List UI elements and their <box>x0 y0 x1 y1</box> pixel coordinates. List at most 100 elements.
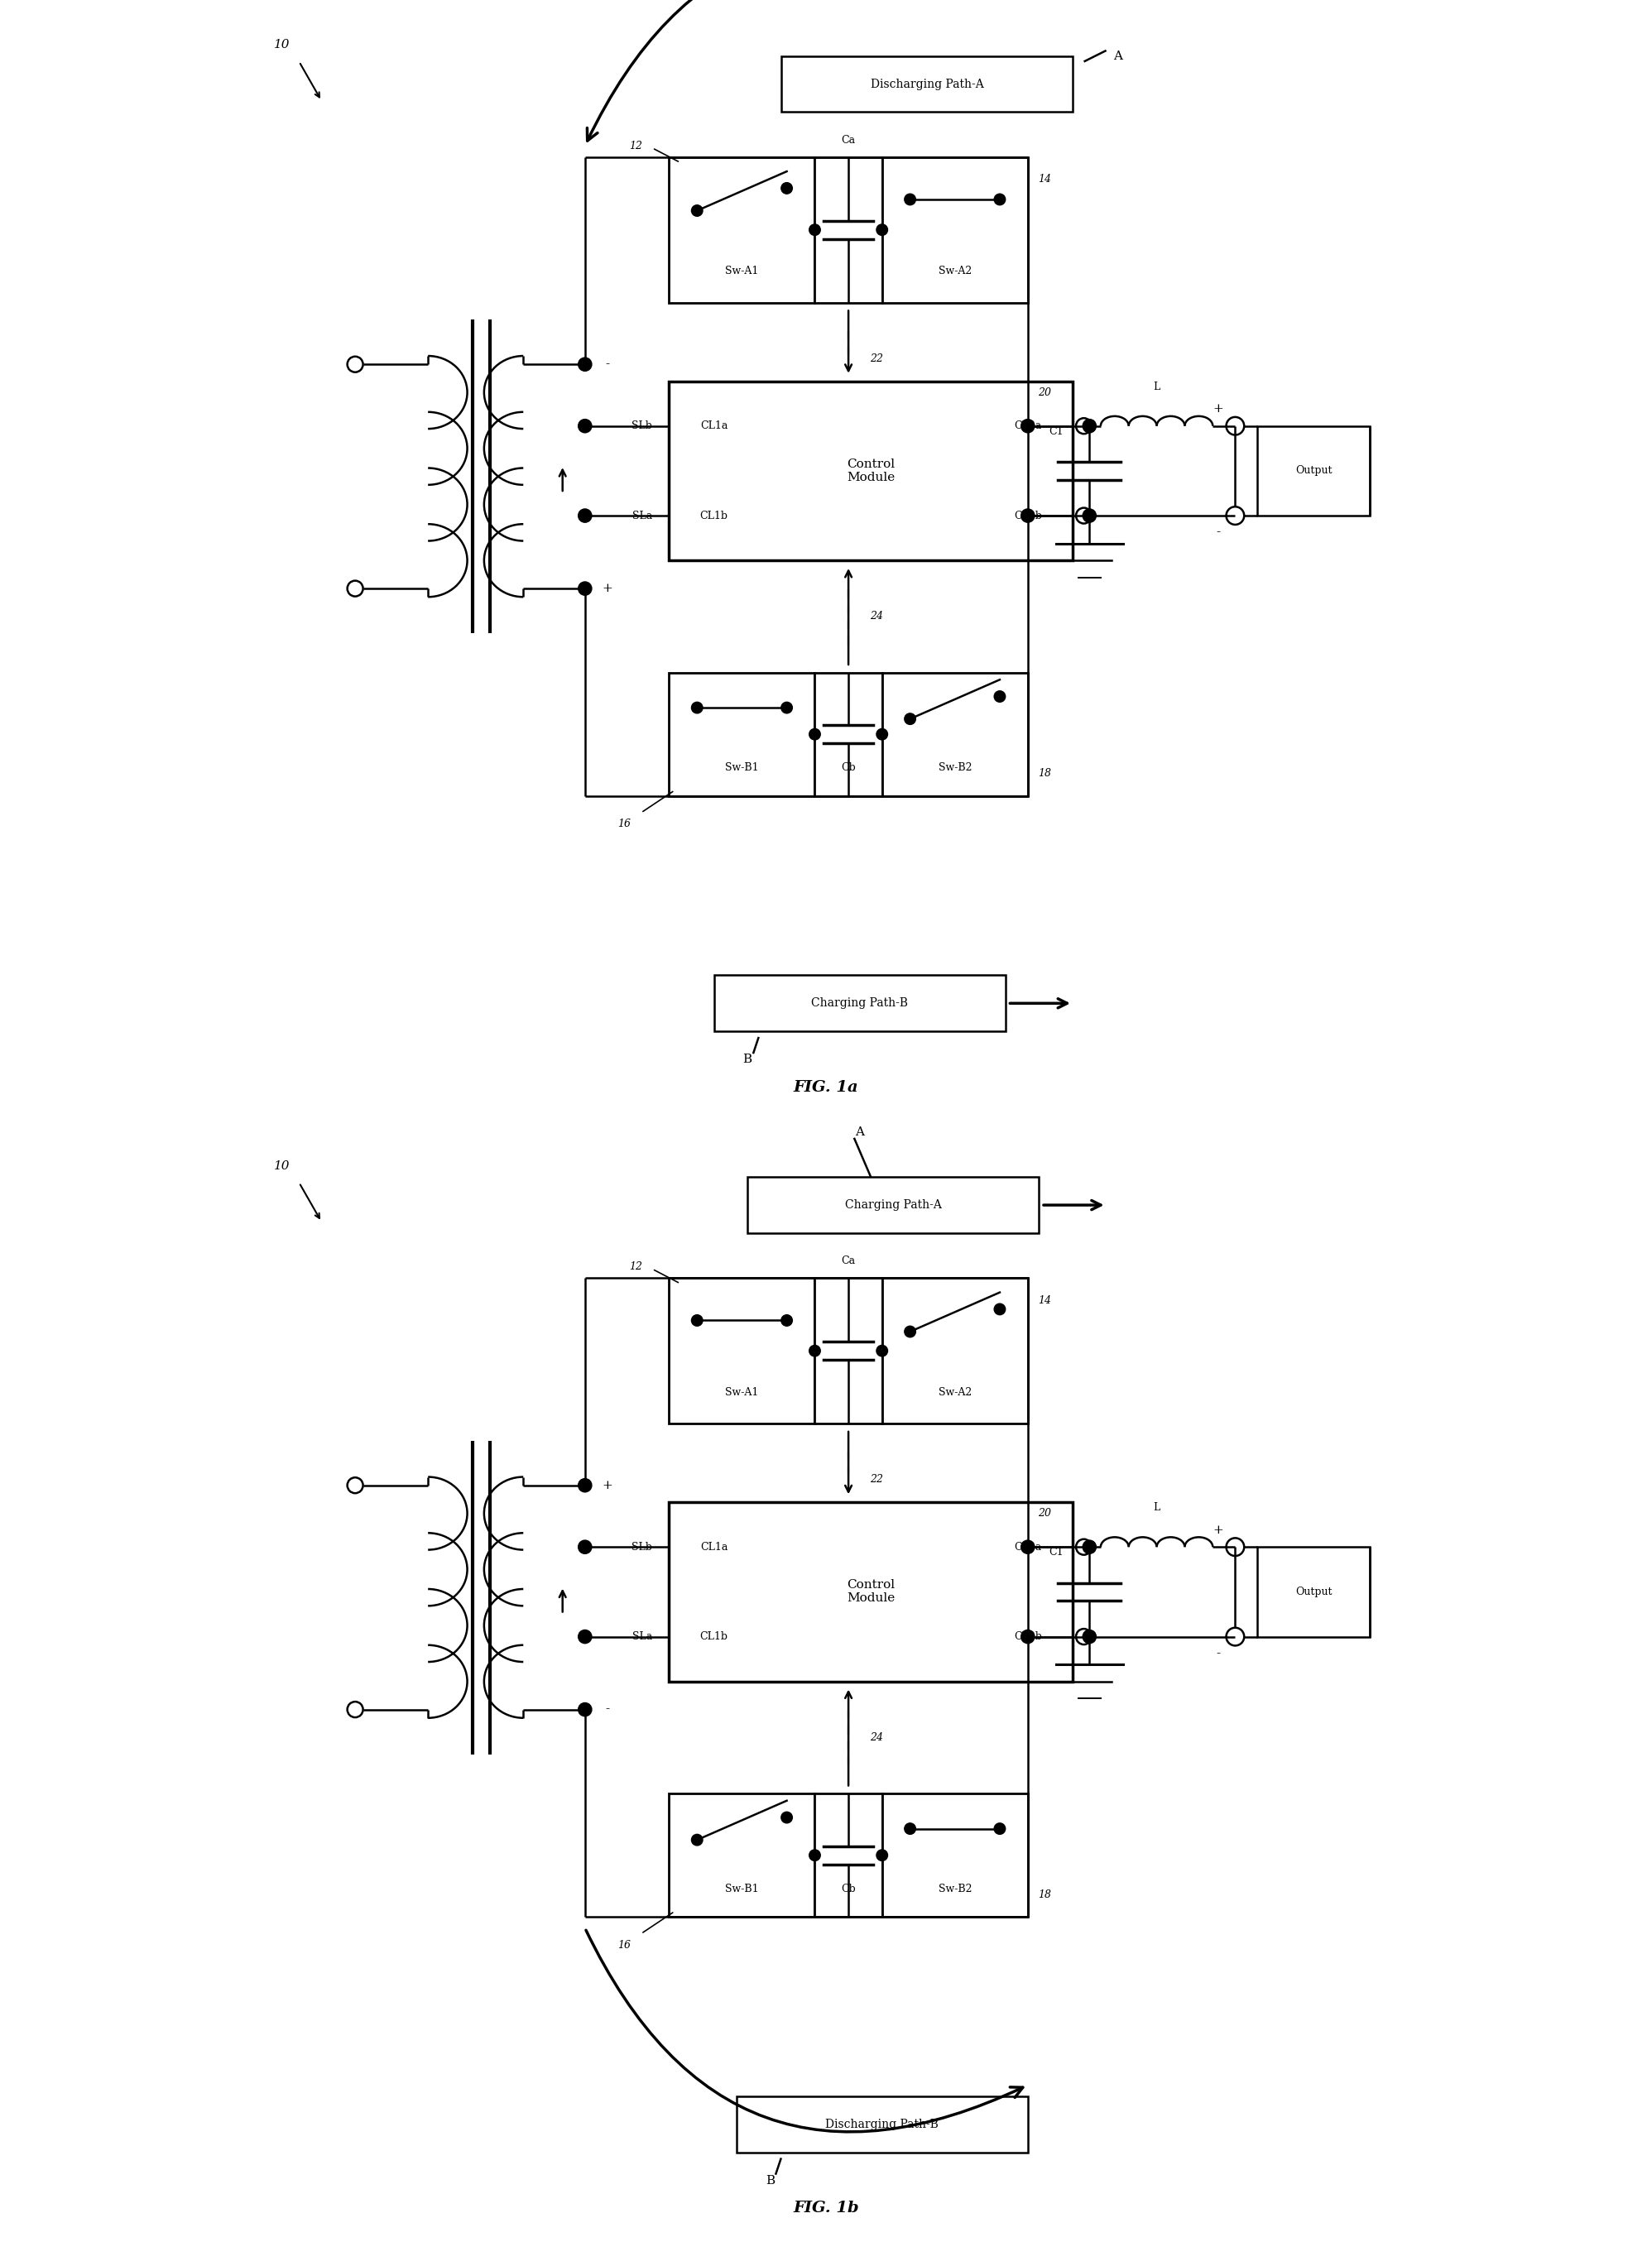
Bar <box>814 157 882 303</box>
Circle shape <box>781 182 793 193</box>
Bar <box>1257 426 1370 516</box>
Text: Ca: Ca <box>841 1256 856 1267</box>
Text: CL1a: CL1a <box>700 1542 727 1551</box>
Bar <box>882 157 1028 303</box>
Text: Control
Module: Control Module <box>847 1578 895 1605</box>
Circle shape <box>809 224 821 235</box>
Circle shape <box>905 1325 915 1336</box>
Bar <box>714 975 1006 1031</box>
Bar <box>669 157 814 303</box>
Circle shape <box>578 1704 591 1717</box>
Text: B: B <box>743 1054 752 1065</box>
Text: Charging Path-B: Charging Path-B <box>811 998 909 1009</box>
Circle shape <box>1021 419 1034 433</box>
Text: CL1a: CL1a <box>700 421 727 430</box>
Circle shape <box>578 509 591 522</box>
Text: Cb: Cb <box>841 762 856 773</box>
Circle shape <box>1021 509 1034 522</box>
Circle shape <box>809 729 821 740</box>
Bar <box>737 2096 1028 2152</box>
Text: Sw-B1: Sw-B1 <box>725 762 758 773</box>
Text: 12: 12 <box>629 1262 643 1271</box>
Circle shape <box>905 1823 915 1834</box>
Circle shape <box>905 713 915 724</box>
Circle shape <box>995 691 1006 702</box>
Text: 20: 20 <box>1037 1509 1051 1518</box>
Text: B: B <box>765 2175 775 2186</box>
Circle shape <box>877 729 887 740</box>
Bar <box>669 1502 1072 1682</box>
Circle shape <box>1021 1540 1034 1554</box>
Bar <box>669 381 1072 560</box>
Circle shape <box>578 419 591 433</box>
Text: 22: 22 <box>871 354 884 363</box>
Text: Sw-A1: Sw-A1 <box>725 267 758 276</box>
Circle shape <box>877 1850 887 1861</box>
Text: Sw-A2: Sw-A2 <box>938 1388 971 1397</box>
Circle shape <box>1021 1630 1034 1643</box>
Circle shape <box>692 204 702 215</box>
Circle shape <box>905 193 915 204</box>
Circle shape <box>781 1812 793 1823</box>
Text: 24: 24 <box>871 612 884 621</box>
Circle shape <box>809 1345 821 1356</box>
Text: 24: 24 <box>871 1733 884 1742</box>
Circle shape <box>1082 509 1097 522</box>
Text: -: - <box>605 359 610 370</box>
Bar <box>781 56 1072 112</box>
Text: 10: 10 <box>274 38 291 52</box>
Circle shape <box>809 1850 821 1861</box>
Circle shape <box>692 1314 702 1325</box>
Text: CL1b: CL1b <box>700 1632 729 1641</box>
Text: 10: 10 <box>274 1159 291 1173</box>
Text: Control
Module: Control Module <box>847 457 895 484</box>
Text: 18: 18 <box>1037 769 1051 778</box>
Circle shape <box>1082 1630 1097 1643</box>
Text: 16: 16 <box>618 1939 631 1951</box>
Bar <box>1257 1547 1370 1637</box>
Text: CL2a: CL2a <box>1014 1542 1041 1551</box>
Bar <box>814 1278 882 1424</box>
Bar <box>882 1794 1028 1917</box>
Bar <box>814 673 882 796</box>
Circle shape <box>578 583 591 594</box>
Text: C1: C1 <box>1049 426 1064 437</box>
Text: -: - <box>1216 1648 1221 1659</box>
Circle shape <box>578 1630 591 1643</box>
Circle shape <box>877 1345 887 1356</box>
Text: +: + <box>1213 1525 1224 1536</box>
Circle shape <box>781 702 793 713</box>
Text: -: - <box>605 1704 610 1715</box>
Circle shape <box>781 1314 793 1325</box>
Text: A: A <box>1113 49 1122 63</box>
Text: CL2a: CL2a <box>1014 421 1041 430</box>
Bar <box>882 1278 1028 1424</box>
Text: Sw-B2: Sw-B2 <box>938 1883 971 1894</box>
Text: Output: Output <box>1295 466 1332 475</box>
Text: Ca: Ca <box>841 135 856 146</box>
Circle shape <box>995 1303 1006 1314</box>
Text: 22: 22 <box>871 1475 884 1484</box>
Text: Output: Output <box>1295 1587 1332 1596</box>
Circle shape <box>578 1480 591 1493</box>
Circle shape <box>1082 419 1097 433</box>
Text: +: + <box>601 1480 613 1491</box>
Text: 20: 20 <box>1037 388 1051 397</box>
Text: SLa: SLa <box>633 1632 653 1641</box>
Text: SLb: SLb <box>631 421 653 430</box>
Circle shape <box>995 193 1006 204</box>
Text: +: + <box>1213 404 1224 415</box>
Text: Sw-B1: Sw-B1 <box>725 1883 758 1894</box>
Text: CL2b: CL2b <box>1014 1632 1042 1641</box>
Text: 14: 14 <box>1037 1296 1051 1305</box>
Text: 14: 14 <box>1037 175 1051 184</box>
Text: +: + <box>601 583 613 594</box>
Bar <box>669 1794 814 1917</box>
Text: L: L <box>1153 381 1160 392</box>
Bar <box>669 1278 814 1424</box>
Circle shape <box>578 359 591 372</box>
Text: 18: 18 <box>1037 1890 1051 1899</box>
Text: Discharging Path-A: Discharging Path-A <box>871 78 983 90</box>
Circle shape <box>578 1540 591 1554</box>
Text: Cb: Cb <box>841 1883 856 1894</box>
